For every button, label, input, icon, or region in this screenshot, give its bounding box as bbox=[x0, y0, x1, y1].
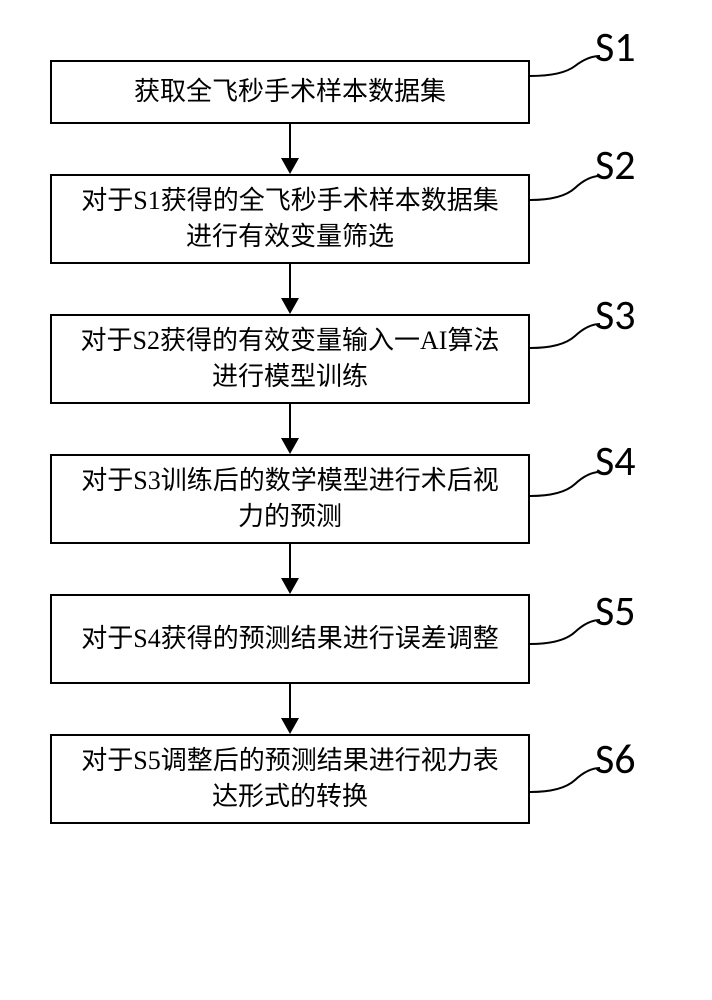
step-box-s3: 对于S2获得的有效变量输入一AI算法进行模型训练 bbox=[50, 314, 530, 404]
step-text-s1: 获取全飞秒手术样本数据集 bbox=[134, 74, 446, 110]
arrow-line-icon bbox=[289, 684, 291, 720]
arrow-line-icon bbox=[289, 264, 291, 300]
arrow-s2-s3 bbox=[50, 264, 530, 314]
step-box-s1: 获取全飞秒手术样本数据集 bbox=[50, 60, 530, 124]
step-box-s5: 对于S4获得的预测结果进行误差调整 bbox=[50, 594, 530, 684]
arrow-line-icon bbox=[289, 404, 291, 440]
arrow-head-icon bbox=[281, 438, 299, 454]
step-label-s3: S3 bbox=[595, 290, 636, 341]
step-text-s4: 对于S3训练后的数学模型进行术后视力的预测 bbox=[70, 463, 510, 536]
arrow-s5-s6 bbox=[50, 684, 530, 734]
step-label-s5: S5 bbox=[595, 586, 636, 637]
flowchart-container: 获取全飞秒手术样本数据集 对于S1获得的全飞秒手术样本数据集进行有效变量筛选 对… bbox=[50, 60, 530, 824]
connector-curve-icon bbox=[530, 56, 600, 76]
connector-curve-icon bbox=[530, 768, 600, 792]
step-label-s1: S1 bbox=[595, 22, 636, 73]
connector-curve-icon bbox=[530, 472, 600, 496]
arrow-head-icon bbox=[281, 298, 299, 314]
arrow-head-icon bbox=[281, 158, 299, 174]
connector-curve-icon bbox=[530, 176, 600, 200]
step-label-s4: S4 bbox=[595, 436, 636, 487]
step-label-s2: S2 bbox=[595, 140, 636, 191]
step-text-s5: 对于S4获得的预测结果进行误差调整 bbox=[81, 621, 498, 657]
arrow-s1-s2 bbox=[50, 124, 530, 174]
step-text-s2: 对于S1获得的全飞秒手术样本数据集进行有效变量筛选 bbox=[70, 183, 510, 256]
step-label-s6: S6 bbox=[595, 734, 636, 785]
arrow-line-icon bbox=[289, 544, 291, 580]
arrow-head-icon bbox=[281, 578, 299, 594]
connector-curve-icon bbox=[530, 620, 600, 644]
arrow-s3-s4 bbox=[50, 404, 530, 454]
arrow-s4-s5 bbox=[50, 544, 530, 594]
step-text-s6: 对于S5调整后的预测结果进行视力表达形式的转换 bbox=[70, 743, 510, 816]
step-box-s4: 对于S3训练后的数学模型进行术后视力的预测 bbox=[50, 454, 530, 544]
step-box-s6: 对于S5调整后的预测结果进行视力表达形式的转换 bbox=[50, 734, 530, 824]
arrow-head-icon bbox=[281, 718, 299, 734]
step-box-s2: 对于S1获得的全飞秒手术样本数据集进行有效变量筛选 bbox=[50, 174, 530, 264]
arrow-line-icon bbox=[289, 124, 291, 160]
step-text-s3: 对于S2获得的有效变量输入一AI算法进行模型训练 bbox=[70, 323, 510, 396]
connector-curve-icon bbox=[530, 324, 600, 348]
